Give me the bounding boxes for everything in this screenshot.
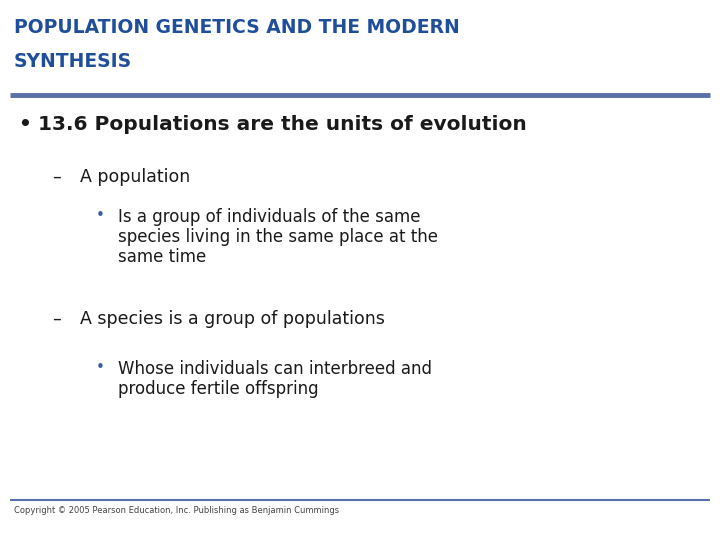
Text: •: • — [96, 360, 105, 375]
Text: Copyright © 2005 Pearson Education, Inc. Publishing as Benjamin Cummings: Copyright © 2005 Pearson Education, Inc.… — [14, 506, 339, 515]
Text: species living in the same place at the: species living in the same place at the — [118, 228, 438, 246]
Text: •: • — [18, 115, 31, 134]
Text: SYNTHESIS: SYNTHESIS — [14, 52, 132, 71]
Text: POPULATION GENETICS AND THE MODERN: POPULATION GENETICS AND THE MODERN — [14, 18, 460, 37]
Text: –: – — [52, 168, 60, 186]
Text: –: – — [52, 310, 60, 328]
Text: Whose individuals can interbreed and: Whose individuals can interbreed and — [118, 360, 432, 378]
Text: 13.6 Populations are the units of evolution: 13.6 Populations are the units of evolut… — [38, 115, 527, 134]
Text: produce fertile offspring: produce fertile offspring — [118, 380, 319, 398]
Text: Is a group of individuals of the same: Is a group of individuals of the same — [118, 208, 420, 226]
Text: same time: same time — [118, 248, 206, 266]
Text: A population: A population — [80, 168, 190, 186]
Text: A species is a group of populations: A species is a group of populations — [80, 310, 385, 328]
Text: •: • — [96, 208, 105, 223]
